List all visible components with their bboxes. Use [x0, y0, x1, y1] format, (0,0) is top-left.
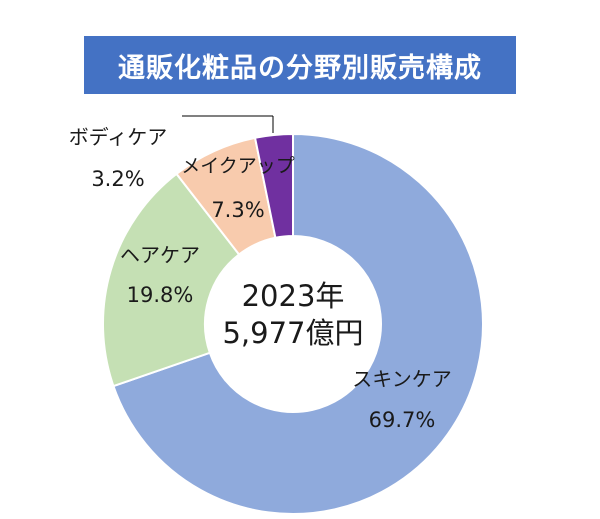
slice-haircare	[102, 172, 241, 388]
slice-bodycare	[253, 132, 294, 239]
slice-label-skincare-name: スキンケア	[352, 367, 451, 391]
slice-label-skincare-value: 69.7%	[369, 408, 436, 432]
slice-label-makeup-name: メイクアップ	[181, 155, 295, 177]
slice-skincare	[112, 132, 484, 515]
slice-label-bodycare-value: 3.2%	[91, 167, 144, 191]
slice-label-haircare-value: 19.8%	[127, 283, 194, 307]
chart-title: 通販化粧品の分野別販売構成	[84, 36, 516, 94]
slice-label-haircare-name: ヘアケア	[120, 243, 200, 267]
slice-label-bodycare-name: ボディケア	[69, 125, 168, 149]
center-label-year: 2023年	[242, 279, 345, 313]
slice-label-makeup-value: 7.3%	[211, 198, 264, 222]
donut-slices	[102, 132, 484, 515]
center-label-total: 5,977億円	[222, 316, 363, 350]
